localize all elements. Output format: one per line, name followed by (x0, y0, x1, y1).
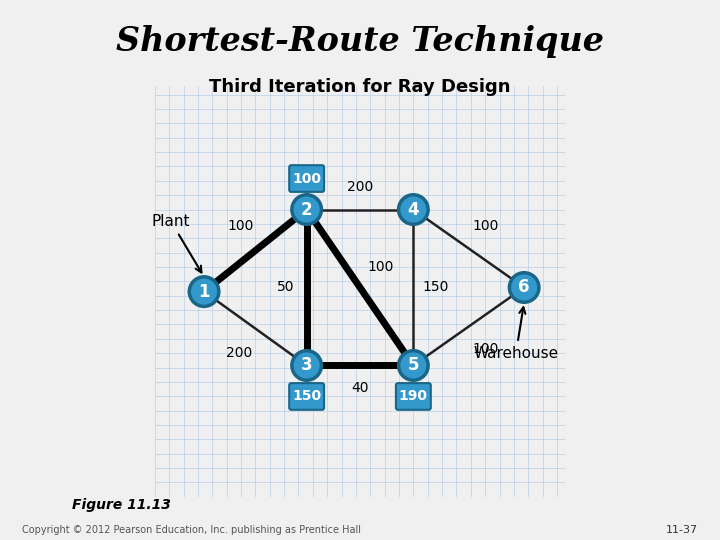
Text: Copyright © 2012 Pearson Education, Inc. publishing as Prentice Hall: Copyright © 2012 Pearson Education, Inc.… (22, 524, 361, 535)
Text: 100: 100 (367, 260, 394, 274)
Circle shape (399, 195, 428, 224)
Text: 190: 190 (399, 389, 428, 403)
Text: 6: 6 (518, 279, 530, 296)
FancyBboxPatch shape (289, 165, 324, 192)
Text: Warehouse: Warehouse (473, 307, 559, 361)
Text: 3: 3 (301, 356, 312, 374)
Circle shape (399, 350, 428, 380)
Text: 5: 5 (408, 356, 419, 374)
Text: 100: 100 (472, 342, 498, 356)
Text: 150: 150 (423, 280, 449, 294)
Text: 2: 2 (301, 200, 312, 219)
Text: 200: 200 (347, 180, 373, 194)
Text: 11-37: 11-37 (666, 524, 698, 535)
Text: Shortest-Route Technique: Shortest-Route Technique (116, 25, 604, 58)
Text: 100: 100 (228, 219, 254, 233)
Text: 150: 150 (292, 389, 321, 403)
Circle shape (509, 273, 539, 302)
Circle shape (292, 350, 321, 380)
Text: 4: 4 (408, 200, 419, 219)
Circle shape (292, 195, 321, 224)
Circle shape (189, 277, 219, 306)
FancyBboxPatch shape (396, 383, 431, 410)
Text: Figure 11.13: Figure 11.13 (72, 498, 171, 512)
Text: 1: 1 (198, 282, 210, 301)
Text: 200: 200 (226, 346, 252, 360)
Text: 100: 100 (292, 172, 321, 186)
Text: 40: 40 (351, 381, 369, 395)
Text: Plant: Plant (152, 214, 202, 273)
Text: 50: 50 (277, 280, 295, 294)
Text: 100: 100 (472, 219, 498, 233)
FancyBboxPatch shape (289, 383, 324, 410)
Text: Third Iteration for Ray Design: Third Iteration for Ray Design (210, 78, 510, 96)
